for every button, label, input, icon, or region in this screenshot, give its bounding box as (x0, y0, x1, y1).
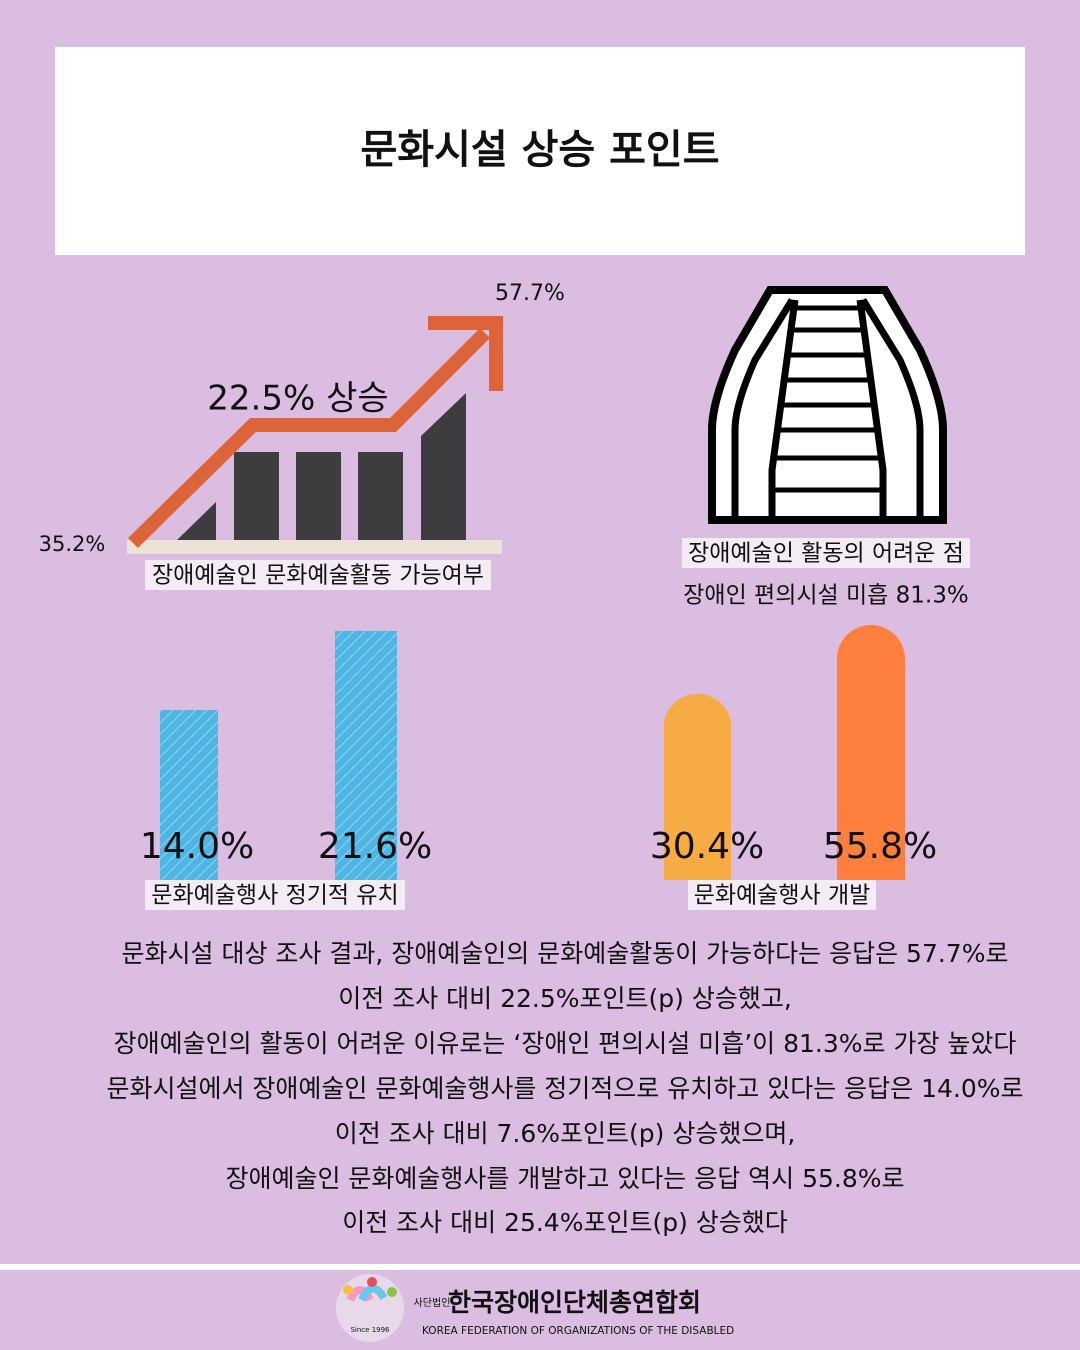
since: Since 1996 (350, 1326, 390, 1334)
summary: 문화시설 대상 조사 결과, 장애예술인의 문화예술활동이 가능하다는 응답은 … (106, 939, 1023, 1237)
bar-label: 55.8% (823, 826, 937, 867)
divider (0, 1264, 1080, 1270)
logo (336, 1274, 404, 1342)
growth-illustration (127, 316, 503, 554)
caption: 문화예술행사 개발 (694, 883, 871, 909)
caption-bg (145, 880, 405, 910)
bar (335, 631, 397, 880)
caption-bg (682, 538, 970, 568)
caption: 장애예술인 활동의 어려운 점 (688, 541, 964, 567)
summary-line: 문화시설에서 장애예술인 문화예술행사를 정기적으로 유치하고 있다는 응답은 … (106, 1074, 1023, 1103)
summary-line: 장애예술인 문화예술행사를 개발하고 있다는 응답 역시 55.8%로 (225, 1164, 904, 1193)
bar-label: 30.4% (650, 826, 764, 867)
start-value: 35.2% (39, 532, 106, 556)
bar (837, 625, 905, 880)
caption: 장애예술인 문화예술활동 가능여부 (152, 563, 484, 589)
summary-line: 장애예술인의 활동이 어려운 이유로는 ‘장애인 편의시설 미흡’이 81.3%… (114, 1029, 1017, 1058)
caption-bg (688, 880, 876, 910)
caption: 문화예술행사 정기적 유치 (151, 883, 398, 909)
bar-label: 14.0% (140, 826, 254, 867)
summary-line: 문화시설 대상 조사 결과, 장애예술인의 문화예술활동이 가능하다는 응답은 … (122, 939, 1009, 968)
bar-label: 21.6% (318, 826, 432, 867)
org-type: 사단법인 (414, 1297, 451, 1309)
summary-line: 이전 조사 대비 25.4%포인트(p) 상승했다 (342, 1208, 788, 1237)
title: 문화시설 상승 포인트 (360, 127, 719, 173)
change-label: 22.5% 상승 (207, 379, 388, 419)
bar (160, 710, 218, 880)
org-english: KOREA FEDERATION OF ORGANIZATIONS OF THE… (422, 1325, 734, 1337)
detail: 장애인 편의시설 미흡 81.3% (683, 583, 968, 609)
caption-bg (145, 560, 491, 590)
summary-line: 이전 조사 대비 7.6%포인트(p) 상승했으며, (335, 1119, 796, 1148)
bar (664, 693, 731, 880)
summary-line: 이전 조사 대비 22.5%포인트(p) 상승했고, (338, 984, 792, 1013)
escalator-icon (708, 286, 947, 524)
org-name: 한국장애인단체총연합회 (448, 1288, 701, 1317)
title-box (55, 47, 1025, 255)
end-value: 57.7% (495, 281, 565, 306)
